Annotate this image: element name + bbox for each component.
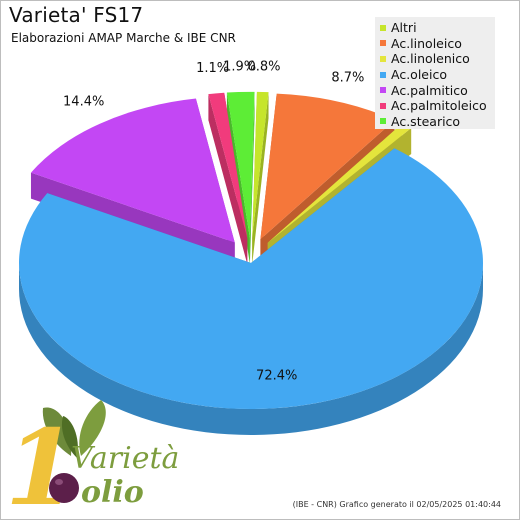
legend-swatch xyxy=(380,40,386,47)
slice-top xyxy=(18,148,483,410)
chart-subtitle: Elaborazioni AMAP Marche & IBE CNR xyxy=(11,31,236,45)
olive-leaf-icon xyxy=(61,416,78,458)
pie-slice xyxy=(208,92,248,265)
legend-label: Ac.stearico xyxy=(391,113,461,129)
olive-leaf-icon xyxy=(79,400,106,456)
slice-top xyxy=(226,91,255,238)
slice-value-label: 8.7% xyxy=(331,70,364,85)
legend: Altri Ac.linoleico Ac.linolenico Ac.oleico A… xyxy=(375,17,495,129)
slice-rim xyxy=(19,263,483,435)
slice-top xyxy=(260,93,395,240)
legend-label: Ac.oleico xyxy=(391,67,447,83)
slice-value-label: 72.4% xyxy=(256,369,297,384)
slice-top xyxy=(30,98,235,243)
legend-item: Ac.linoleico xyxy=(380,36,495,52)
legend-swatch xyxy=(380,24,386,31)
legend-swatch xyxy=(380,55,386,62)
slice-value-label: 1.1% xyxy=(196,61,229,76)
slice-wall xyxy=(249,91,255,264)
chart-title: Varieta' FS17 xyxy=(9,3,144,27)
legend-swatch xyxy=(380,87,386,94)
logo-word-bottom: olio xyxy=(81,475,144,510)
slice-value-label: 14.4% xyxy=(63,94,104,109)
slice-value-label: 0.8% xyxy=(247,59,280,74)
legend-item: Ac.oleico xyxy=(380,67,495,83)
pie-slice xyxy=(252,91,269,264)
legend-swatch xyxy=(380,102,386,109)
legend-label: Ac.linolenico xyxy=(391,51,470,67)
slice-top xyxy=(252,91,269,238)
legend-item: Ac.palmitico xyxy=(380,82,495,98)
legend-item: Altri xyxy=(380,20,495,36)
legend-item: Ac.linolenico xyxy=(380,51,495,67)
legend-item: Ac.palmitoleico xyxy=(380,98,495,114)
legend-item: Ac.stearico xyxy=(380,114,495,130)
legend-label: Ac.linoleico xyxy=(391,35,462,51)
slice-value-label: 1.9% xyxy=(223,59,256,74)
legend-label: Ac.palmitico xyxy=(391,82,468,98)
varieta-olio-logo: 1 Varietà olio xyxy=(5,400,179,516)
legend-swatch xyxy=(380,118,386,125)
slice-top xyxy=(208,92,248,239)
legend-swatch xyxy=(380,71,386,78)
slice-wall xyxy=(208,94,248,265)
olive-icon xyxy=(49,473,79,503)
legend-label: Altri xyxy=(391,20,417,36)
olive-highlight-icon xyxy=(55,479,63,485)
slice-top xyxy=(267,123,412,243)
slice-wall xyxy=(252,92,269,264)
footer-note: (IBE - CNR) Grafico generato il 02/05/20… xyxy=(292,500,501,509)
legend-label: Ac.palmitoleico xyxy=(391,98,487,114)
olive-leaf-icon xyxy=(42,407,72,456)
logo-word-top: Varietà xyxy=(71,441,179,476)
pie-slice xyxy=(18,148,483,435)
